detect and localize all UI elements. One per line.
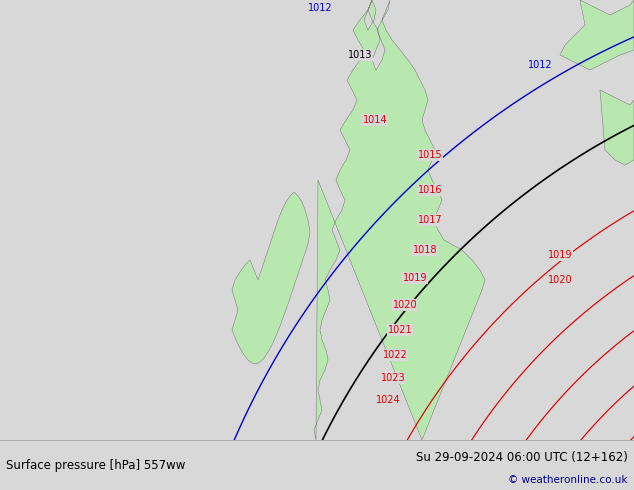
- Text: 1024: 1024: [376, 395, 400, 405]
- Text: 1016: 1016: [418, 185, 443, 195]
- Polygon shape: [600, 90, 634, 165]
- Polygon shape: [314, 0, 485, 440]
- Text: 1012: 1012: [527, 60, 552, 70]
- Text: 1021: 1021: [387, 325, 412, 335]
- Text: 1018: 1018: [413, 245, 437, 255]
- Text: 1022: 1022: [383, 350, 408, 360]
- Text: Su 29-09-2024 06:00 UTC (12+162): Su 29-09-2024 06:00 UTC (12+162): [416, 451, 628, 464]
- Text: 1013: 1013: [348, 50, 372, 60]
- Text: 1015: 1015: [418, 150, 443, 160]
- Text: 1019: 1019: [548, 250, 573, 260]
- Text: 1020: 1020: [548, 275, 573, 285]
- Polygon shape: [560, 0, 634, 70]
- Text: 1017: 1017: [418, 215, 443, 225]
- Text: © weatheronline.co.uk: © weatheronline.co.uk: [508, 475, 628, 485]
- Text: 1012: 1012: [307, 3, 332, 13]
- Text: 1020: 1020: [392, 300, 417, 310]
- Text: 1019: 1019: [403, 273, 427, 283]
- Text: 1014: 1014: [363, 115, 387, 125]
- Text: Surface pressure [hPa] 557ww: Surface pressure [hPa] 557ww: [6, 459, 186, 471]
- Polygon shape: [232, 192, 310, 364]
- Text: 1023: 1023: [380, 373, 405, 383]
